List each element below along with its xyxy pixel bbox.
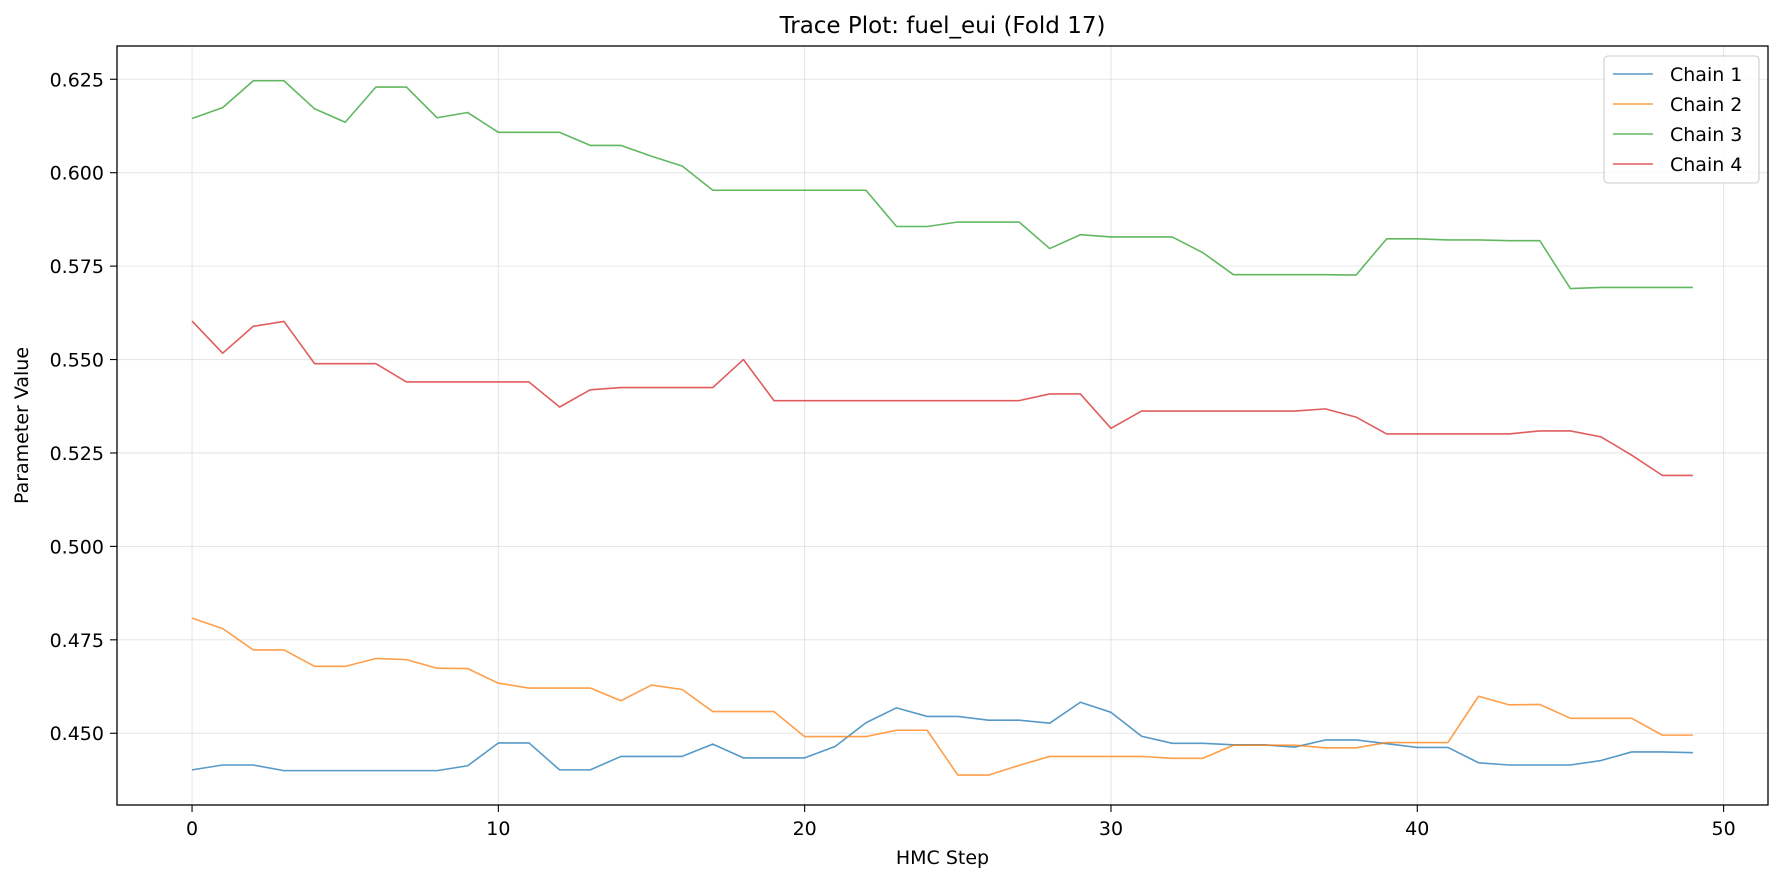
y-tick-label: 0.450 — [50, 723, 104, 745]
x-tick-label: 20 — [793, 818, 817, 840]
legend-box — [1603, 55, 1760, 184]
series-line-chain-2 — [191, 617, 1693, 776]
y-tick-label: 0.600 — [50, 163, 104, 185]
x-tick-label: 10 — [486, 818, 510, 840]
legend-label-chain-3: Chain 3 — [1670, 124, 1742, 146]
legend-label-chain-1: Chain 1 — [1670, 64, 1742, 86]
x-tick-label: 40 — [1405, 818, 1429, 840]
series-line-chain-4 — [191, 320, 1693, 477]
y-tick-label: 0.575 — [50, 256, 104, 278]
series-line-chain-1 — [191, 701, 1693, 772]
legend-label-chain-4: Chain 4 — [1670, 154, 1742, 176]
legend-label-chain-2: Chain 2 — [1670, 94, 1742, 116]
y-tick-label: 0.475 — [50, 630, 104, 652]
plot-frame — [116, 45, 1769, 806]
series-lines — [191, 79, 1693, 776]
legend: Chain 1 Chain 2 Chain 3 Chain 4 — [1603, 55, 1760, 184]
chart-title: Trace Plot: fuel_eui (Fold 17) — [779, 13, 1106, 39]
y-tick-label: 0.525 — [50, 443, 104, 465]
y-axis-label: Parameter Value — [11, 347, 33, 504]
x-tick-label: 0 — [186, 818, 198, 840]
y-tick-label: 0.500 — [50, 536, 104, 558]
axis-ticks: 0 10 20 30 40 50 0.450 0.475 0.500 0.525 0.550 0.57… — [50, 69, 1736, 840]
x-tick-label: 50 — [1711, 818, 1735, 840]
x-tick-label: 30 — [1099, 818, 1123, 840]
y-tick-label: 0.625 — [50, 69, 104, 91]
x-axis-label: HMC Step — [896, 847, 989, 869]
y-tick-label: 0.550 — [50, 350, 104, 372]
series-line-chain-3 — [191, 79, 1693, 290]
